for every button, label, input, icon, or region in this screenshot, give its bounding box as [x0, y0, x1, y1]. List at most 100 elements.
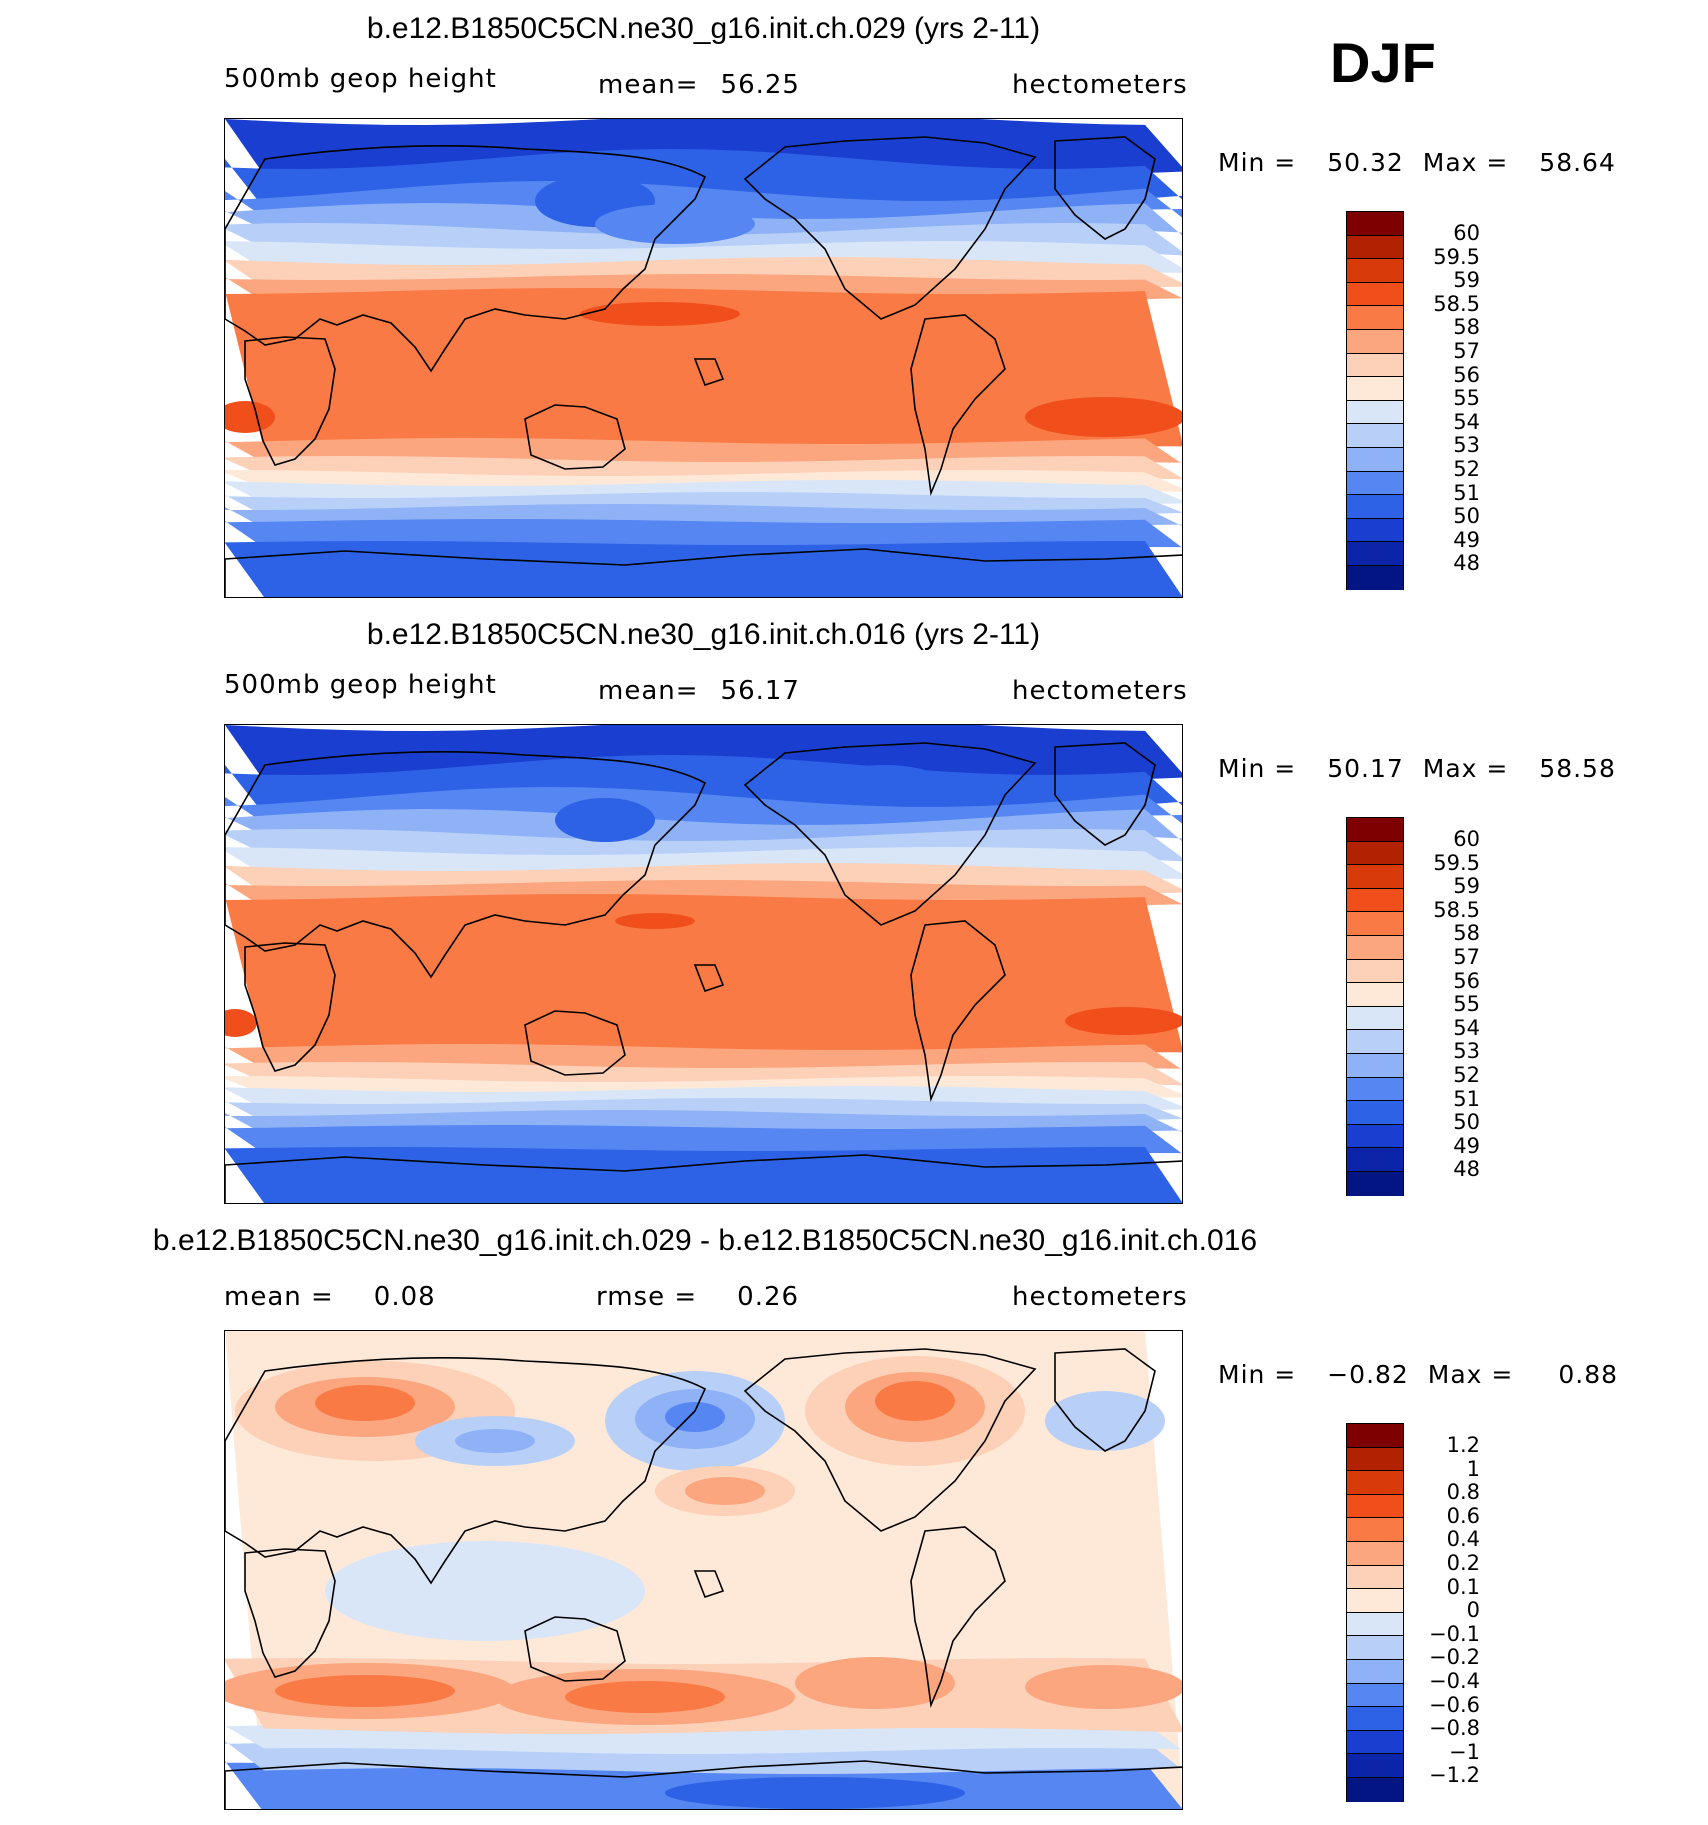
panel-2-mean-value: 56.17	[720, 676, 800, 706]
contour-blob	[225, 401, 275, 433]
colorbar-label: −0.2	[1429, 1645, 1480, 1670]
colorbar-label: 48	[1453, 551, 1480, 576]
colorbar-swatch	[1347, 235, 1403, 260]
coastline	[910, 314, 1006, 497]
colorbar-label: 59	[1453, 268, 1480, 293]
panel-2-mean-label: mean=	[598, 676, 699, 706]
colorbar-label: 50	[1453, 1110, 1480, 1135]
colorbar-label: −0.8	[1429, 1716, 1480, 1741]
panel-1-units: hectometers	[1012, 70, 1188, 100]
panel-2-title: b.e12.B1850C5CN.ne30_g16.init.ch.016 (yr…	[366, 618, 1041, 651]
panel-1-min-value: 50.32	[1327, 148, 1404, 177]
colorbar-swatch	[1347, 377, 1403, 401]
colorbar-label: 59.5	[1433, 850, 1480, 875]
colorbar-label: 48	[1453, 1157, 1480, 1182]
colorbar-swatch	[1347, 1447, 1403, 1472]
colorbar-swatch	[1347, 1518, 1403, 1542]
panel-3-rmse: rmse = 0.26	[596, 1282, 799, 1312]
colorbar-label: 0	[1466, 1598, 1480, 1623]
contour-band	[225, 288, 1182, 452]
colorbar-swatch	[1347, 1006, 1403, 1031]
contour-band	[225, 894, 1182, 1058]
panel-3-mean: mean = 0.08	[224, 1282, 436, 1312]
coastline	[225, 144, 707, 373]
colorbar-label: 55	[1453, 386, 1480, 411]
contour-blob	[275, 1675, 455, 1707]
panel-1-mean-label: mean=	[598, 70, 699, 100]
contour-blob	[1065, 1007, 1182, 1035]
season-label: DJF	[1330, 31, 1436, 94]
colorbar-label: 1	[1466, 1456, 1480, 1481]
coastline	[743, 742, 1037, 926]
panel-2-max-label: Max =	[1422, 754, 1509, 783]
panel-3-mean-value: 0.08	[373, 1282, 436, 1312]
panel-2-mean: mean= 56.17	[598, 676, 800, 706]
panel-3-min-value: −0.82	[1327, 1360, 1409, 1389]
panel-2-min-value: 50.17	[1327, 754, 1404, 783]
panel-3-rmse-label: rmse =	[596, 1282, 698, 1312]
colorbar-swatch	[1347, 1659, 1403, 1684]
colorbar-label: 0.2	[1446, 1551, 1480, 1575]
colorbar-label: −1	[1449, 1739, 1480, 1764]
colorbar-swatch	[1347, 1471, 1403, 1495]
panel-3-max-value: 0.88	[1558, 1360, 1619, 1389]
contour-blob	[595, 204, 755, 244]
coastline	[225, 1760, 1182, 1809]
colorbar-swatch	[1347, 1636, 1403, 1660]
panel-1-map	[224, 118, 1183, 598]
colorbar-label: −0.6	[1429, 1692, 1480, 1717]
colorbar-label: 59	[1453, 874, 1480, 899]
panel-3-max-label: Max =	[1427, 1360, 1514, 1389]
contour-blob	[1045, 1391, 1165, 1451]
coastline	[244, 1548, 336, 1678]
panel-3-colorbar	[1346, 1423, 1404, 1802]
colorbar-swatch	[1347, 959, 1403, 984]
panel-2-min-label: Min =	[1218, 754, 1297, 783]
contour-blob	[665, 1402, 725, 1432]
panel-1-max-value: 58.64	[1539, 148, 1616, 177]
contour-blob	[1025, 397, 1182, 437]
colorbar-label: 49	[1453, 527, 1480, 552]
colorbar-swatch	[1347, 841, 1403, 866]
colorbar-swatch	[1347, 329, 1403, 354]
contour-band	[225, 541, 1182, 597]
colorbar-label: 56	[1453, 362, 1480, 387]
panel-2-minmax: Min = 50.17 Max = 58.58	[1218, 754, 1616, 783]
colorbar-swatch	[1347, 518, 1403, 543]
coastline	[693, 1570, 725, 1599]
colorbar-label: 51	[1453, 1086, 1480, 1111]
colorbar-label: 54	[1453, 409, 1480, 434]
coastline	[693, 964, 725, 993]
colorbar-label: 58	[1453, 315, 1480, 340]
coastline	[693, 358, 725, 387]
coastline	[524, 404, 626, 470]
contour-blob	[685, 1477, 765, 1505]
contour-blob	[455, 1429, 535, 1453]
colorbar-swatch	[1347, 471, 1403, 496]
colorbar-label: 57	[1453, 945, 1480, 969]
coastline	[1054, 742, 1156, 846]
contour-blob	[665, 1777, 965, 1809]
coastline	[225, 1154, 1182, 1203]
colorbar-label: 58.5	[1433, 291, 1480, 316]
panel-1-variable: 500mb geop height	[224, 64, 497, 94]
colorbar-swatch	[1347, 1707, 1403, 1731]
colorbar-label: −0.1	[1429, 1621, 1480, 1646]
colorbar-swatch	[1347, 306, 1403, 330]
panel-3-title: b.e12.B1850C5CN.ne30_g16.init.ch.029 - b…	[152, 1224, 1258, 1257]
colorbar-label: 57	[1453, 339, 1480, 363]
colorbar-swatch	[1347, 1754, 1403, 1778]
panel-2-map	[224, 724, 1183, 1204]
contour-blob	[225, 1009, 257, 1037]
colorbar-label: 52	[1453, 457, 1480, 481]
colorbar-label: 54	[1453, 1015, 1480, 1040]
colorbar-swatch	[1347, 865, 1403, 889]
contour-blob	[1025, 1665, 1182, 1709]
colorbar-label: 55	[1453, 992, 1480, 1017]
colorbar-label: 0.1	[1446, 1574, 1480, 1599]
coastline	[524, 1616, 626, 1682]
contour-blob	[565, 1681, 725, 1713]
panel-2-variable: 500mb geop height	[224, 670, 497, 700]
colorbar-swatch	[1347, 1612, 1403, 1637]
coastline	[910, 920, 1006, 1103]
